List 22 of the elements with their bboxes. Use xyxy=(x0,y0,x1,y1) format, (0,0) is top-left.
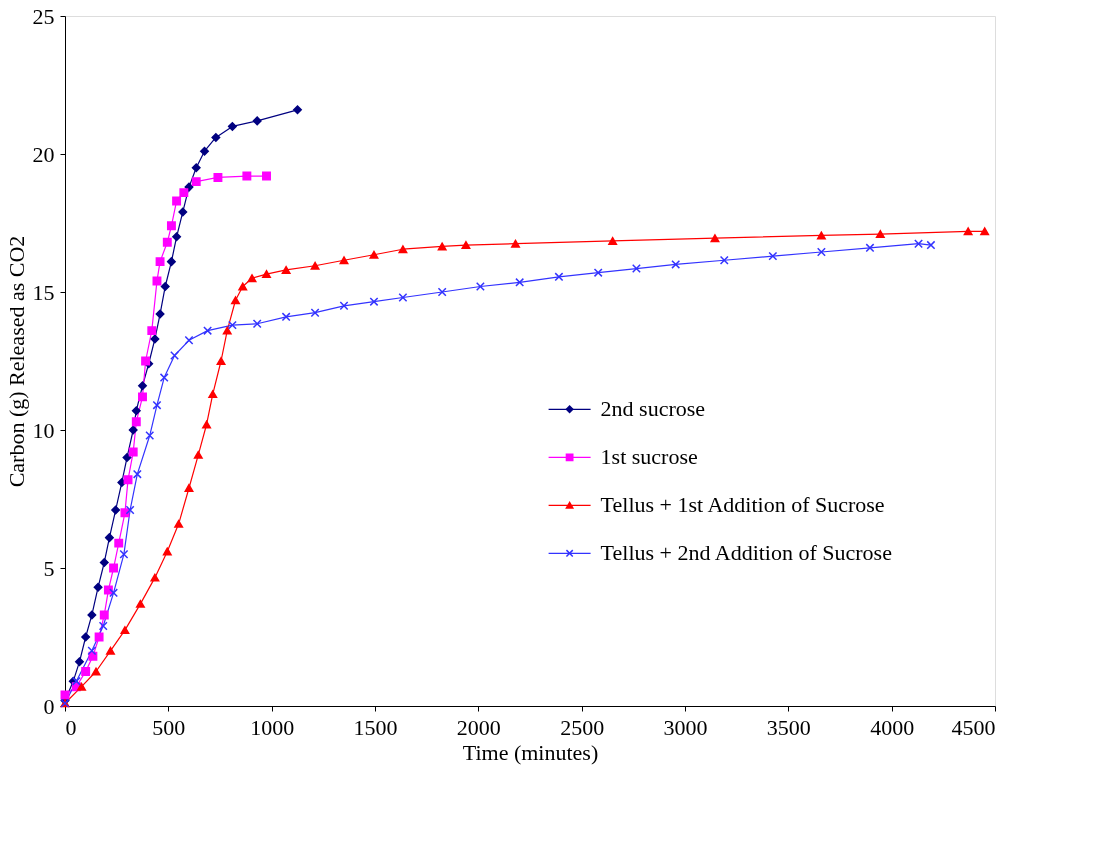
legend-label: Tellus + 2nd Addition of Sucrose xyxy=(600,540,892,566)
y-tick-label: 20 xyxy=(32,141,55,167)
x-tick-label: 3000 xyxy=(663,714,708,740)
x-tick-label: 4500 xyxy=(951,714,996,740)
y-tick-label: 0 xyxy=(43,693,55,719)
x-tick-label: 0 xyxy=(65,714,77,740)
y-tick-label: 15 xyxy=(32,279,55,305)
x-tick-label: 1500 xyxy=(353,714,398,740)
legend-label: Tellus + 1st Addition of Sucrose xyxy=(600,492,885,518)
x-tick-label: 1000 xyxy=(250,714,295,740)
x-axis-title: Time (minutes) xyxy=(462,739,599,765)
y-axis-title: Carbon (g) Released as CO2 xyxy=(3,235,29,488)
x-tick-label: 2000 xyxy=(456,714,501,740)
y-tick-label: 25 xyxy=(32,3,55,29)
y-tick-label: 10 xyxy=(32,417,55,443)
legend-label: 2nd sucrose xyxy=(600,396,706,422)
x-tick-label: 500 xyxy=(152,714,186,740)
x-tick-label: 2500 xyxy=(560,714,605,740)
x-tick-label: 3500 xyxy=(766,714,811,740)
x-tick-label: 4000 xyxy=(870,714,915,740)
y-tick-label: 5 xyxy=(43,555,55,581)
legend-label: 1st sucrose xyxy=(600,444,698,470)
